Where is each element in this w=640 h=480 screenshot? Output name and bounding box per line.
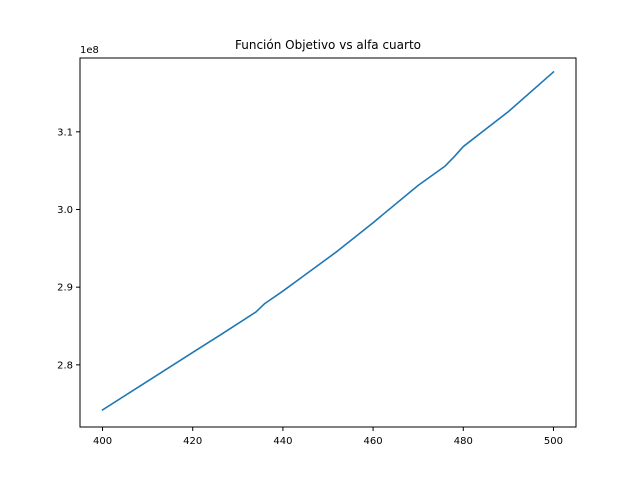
x-tick-label: 480	[454, 436, 473, 447]
x-tick-label: 420	[183, 436, 202, 447]
x-tick-label: 500	[544, 436, 563, 447]
plot-frame	[79, 57, 577, 428]
y-tick-label: 2.9	[57, 283, 73, 294]
y-tick-label: 3.0	[57, 205, 73, 216]
x-tick-label: 400	[93, 436, 112, 447]
y-offset-label: 1e8	[80, 45, 99, 56]
series-line	[101, 70, 555, 412]
chart-title: Función Objetivo vs alfa cuarto	[235, 38, 421, 52]
y-tick-label: 2.8	[57, 360, 73, 371]
plot-area: 400 420 440 460 480 500 2.8 2.9 3.0 3.1	[57, 70, 563, 447]
x-tick-label: 440	[273, 436, 292, 447]
y-tick-label: 3.1	[57, 127, 73, 138]
x-tick-label: 460	[364, 436, 383, 447]
